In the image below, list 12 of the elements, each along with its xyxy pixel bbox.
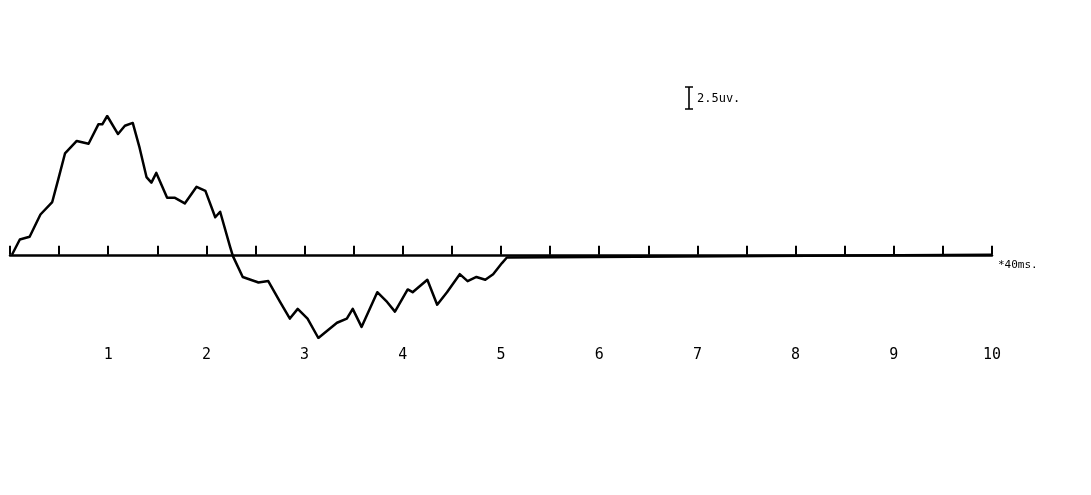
x-tick-label: 8 — [791, 344, 801, 363]
x-tick-label: 9 — [889, 344, 899, 363]
x-axis-title: *40ms. — [998, 257, 1038, 271]
x-tick-label: 6 — [594, 344, 604, 363]
x-tick-label: 4 — [398, 344, 408, 363]
x-tick-label: 5 — [496, 344, 506, 363]
x-tick-label: 1 — [103, 344, 113, 363]
x-tick-label: 10 — [982, 344, 1002, 363]
x-tick-label: 3 — [300, 344, 310, 363]
x-tick-label: 7 — [692, 344, 702, 363]
text: 2.5uv. — [697, 91, 741, 105]
x-tick-label: 2 — [201, 344, 211, 363]
